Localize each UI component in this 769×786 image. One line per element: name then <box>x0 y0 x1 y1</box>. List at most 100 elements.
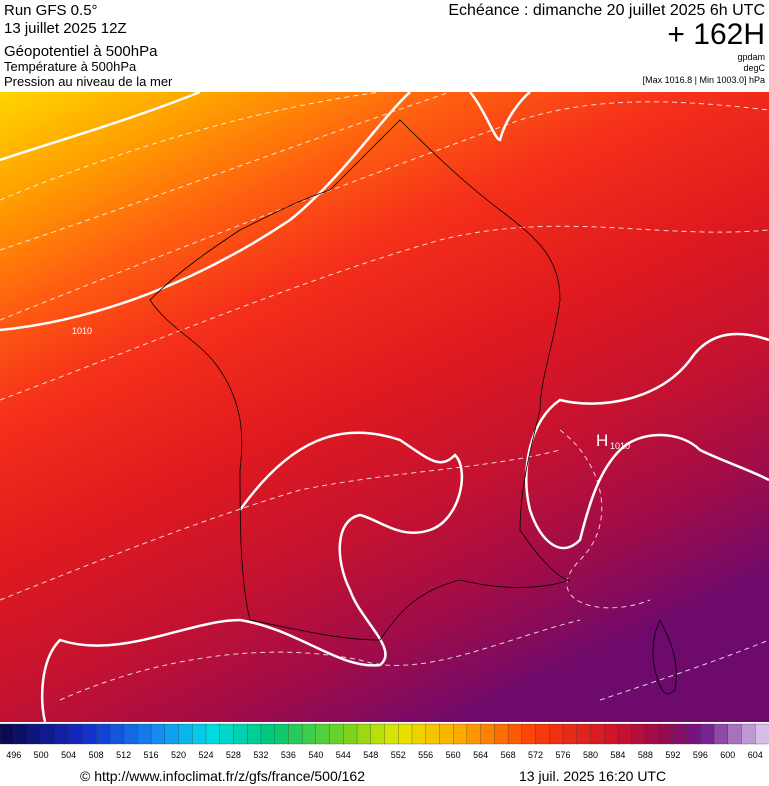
color-swatch <box>123 723 138 745</box>
colorbar-label: 568 <box>501 750 516 760</box>
color-swatch <box>109 723 125 745</box>
color-swatch <box>192 723 207 745</box>
colorbar-label: 524 <box>198 750 213 760</box>
color-swatch <box>727 723 743 745</box>
color-swatch <box>507 723 523 745</box>
color-swatch <box>384 723 399 745</box>
color-swatch <box>233 723 248 745</box>
temperature-field <box>0 92 769 722</box>
generated-time: 13 juil. 2025 16:20 UTC <box>519 768 666 784</box>
subtitle: Pression au niveau de la mer <box>4 74 173 89</box>
colorbar-label: 548 <box>363 750 378 760</box>
color-swatch <box>549 723 564 745</box>
color-swatch <box>370 723 386 745</box>
color-swatch <box>95 723 111 745</box>
color-swatch <box>466 723 482 745</box>
colorbar-label: 500 <box>34 750 49 760</box>
color-swatch <box>164 723 180 745</box>
colorbar-label: 584 <box>610 750 625 760</box>
color-swatch <box>54 723 70 745</box>
color-swatch <box>658 723 674 745</box>
colorbar-label: 588 <box>638 750 653 760</box>
color-swatch <box>247 723 262 745</box>
color-swatch <box>741 723 756 745</box>
colorbar-label: 604 <box>748 750 763 760</box>
color-swatch <box>82 723 97 745</box>
color-swatch <box>356 723 372 745</box>
color-swatch <box>453 723 468 745</box>
lead-time: + 162H <box>667 18 765 51</box>
color-swatch <box>178 723 193 745</box>
isobar-label: 1010 <box>72 326 92 336</box>
colorbar-label: 600 <box>720 750 735 760</box>
color-swatch <box>219 723 235 745</box>
color-swatch <box>13 723 29 745</box>
color-swatch <box>329 723 344 745</box>
colorbar-label: 560 <box>446 750 461 760</box>
color-swatch <box>137 723 152 745</box>
colorbar-label: 496 <box>6 750 21 760</box>
source: © http://www.infoclimat.fr/z/gfs/france/… <box>80 768 365 784</box>
colorbar-label: 540 <box>308 750 323 760</box>
color-swatch <box>562 723 578 745</box>
color-swatch <box>260 723 276 745</box>
run: Run GFS 0.5° <box>4 2 98 19</box>
color-swatch <box>343 723 358 745</box>
color-swatch <box>700 723 715 745</box>
pressure-range: [Max 1016.8 | Min 1003.0] hPa <box>643 75 765 85</box>
color-swatch <box>425 723 441 745</box>
color-swatch <box>521 723 537 745</box>
color-swatch <box>535 723 550 745</box>
unit: degC <box>743 63 765 73</box>
color-swatch <box>494 723 509 745</box>
colorbar-label: 552 <box>391 750 406 760</box>
color-swatch <box>713 723 729 745</box>
color-swatch <box>68 723 84 745</box>
high-marker: H <box>596 431 608 450</box>
high-pressure: 1010 <box>610 441 630 451</box>
colorbar-label: 504 <box>61 750 76 760</box>
colorbar-label: 532 <box>253 750 268 760</box>
run-date: 13 juillet 2025 12Z <box>4 20 127 37</box>
color-swatch <box>274 723 290 745</box>
color-swatch <box>439 723 454 745</box>
title: Géopotentiel à 500hPa <box>4 43 158 60</box>
colorbar-label: 580 <box>583 750 598 760</box>
color-swatch <box>576 723 592 745</box>
color-swatch <box>645 723 660 745</box>
color-swatch <box>617 723 633 745</box>
color-swatch <box>288 723 303 745</box>
color-swatch <box>0 723 15 745</box>
colorbar-label: 572 <box>528 750 543 760</box>
colorbar-label: 520 <box>171 750 186 760</box>
color-swatch <box>672 723 688 745</box>
color-swatch <box>301 723 317 745</box>
colorbar-label: 512 <box>116 750 131 760</box>
color-swatch <box>205 723 221 745</box>
color-swatch <box>27 723 42 745</box>
temperature-contours <box>0 91 769 701</box>
colorbar-label: 516 <box>144 750 159 760</box>
colorbar: 496 500 504 508 512 516 520 524 528 532 536 540 544 5… <box>0 723 769 760</box>
color-swatch <box>590 723 605 745</box>
colorbar-label: 596 <box>693 750 708 760</box>
color-swatch <box>315 723 331 745</box>
color-swatch <box>41 723 56 745</box>
unit: gpdam <box>737 52 765 62</box>
subtitle: Température à 500hPa <box>4 59 137 74</box>
color-swatch <box>755 723 769 745</box>
color-swatch <box>631 723 647 745</box>
color-swatch <box>686 723 701 745</box>
colorbar-label: 508 <box>89 750 104 760</box>
colorbar-label: 556 <box>418 750 433 760</box>
colorbar-label: 536 <box>281 750 296 760</box>
colorbar-label: 528 <box>226 750 241 760</box>
pressure-isobars <box>0 90 769 723</box>
colorbar-label: 544 <box>336 750 351 760</box>
color-swatch <box>604 723 619 745</box>
map: 1010 H 1010 <box>0 90 769 723</box>
colorbar-label: 576 <box>556 750 571 760</box>
colorbar-label: 592 <box>665 750 680 760</box>
coastlines-borders <box>149 119 677 695</box>
